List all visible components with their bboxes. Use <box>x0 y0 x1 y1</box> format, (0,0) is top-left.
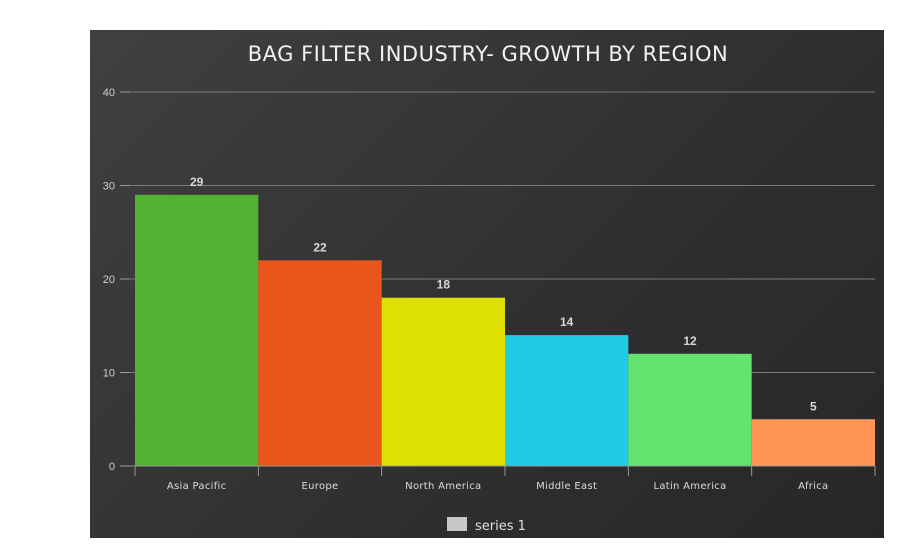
data-label: 14 <box>560 315 574 329</box>
legend-swatch <box>447 517 467 531</box>
data-label: 5 <box>810 399 817 413</box>
bars <box>135 194 875 466</box>
x-tick-label: Asia Pacific <box>167 481 227 492</box>
x-tick-label: Middle East <box>536 481 597 492</box>
bar <box>381 297 505 466</box>
x-tick-label: North America <box>405 481 481 492</box>
y-tick-label: 10 <box>103 368 115 380</box>
x-tick-label: Europe <box>302 481 339 492</box>
bar <box>628 353 752 466</box>
chart-title: BAG FILTER INDUSTRY- GROWTH BY REGION <box>248 42 729 66</box>
y-tick-label: 40 <box>103 87 115 99</box>
data-label: 18 <box>437 278 451 292</box>
x-axis: Asia Pacific Europe North America Middle Ea… <box>120 465 876 492</box>
y-tick-label: 20 <box>103 274 115 286</box>
bar <box>135 194 259 466</box>
data-labels: 29 22 18 14 12 5 <box>190 175 817 413</box>
data-label: 29 <box>190 175 204 189</box>
y-axis-ticks: 0 10 20 30 40 <box>103 87 130 473</box>
x-tick-label: Africa <box>798 481 828 492</box>
data-label: 22 <box>313 240 327 254</box>
bar <box>258 260 382 466</box>
legend-label: series 1 <box>475 519 526 534</box>
bar <box>751 419 875 466</box>
x-tick-label: Latin America <box>653 481 726 492</box>
y-tick-label: 30 <box>103 181 115 193</box>
legend: series 1 <box>447 517 526 534</box>
data-label: 12 <box>683 334 697 348</box>
bar <box>505 335 629 466</box>
y-tick-label: 0 <box>109 461 115 473</box>
